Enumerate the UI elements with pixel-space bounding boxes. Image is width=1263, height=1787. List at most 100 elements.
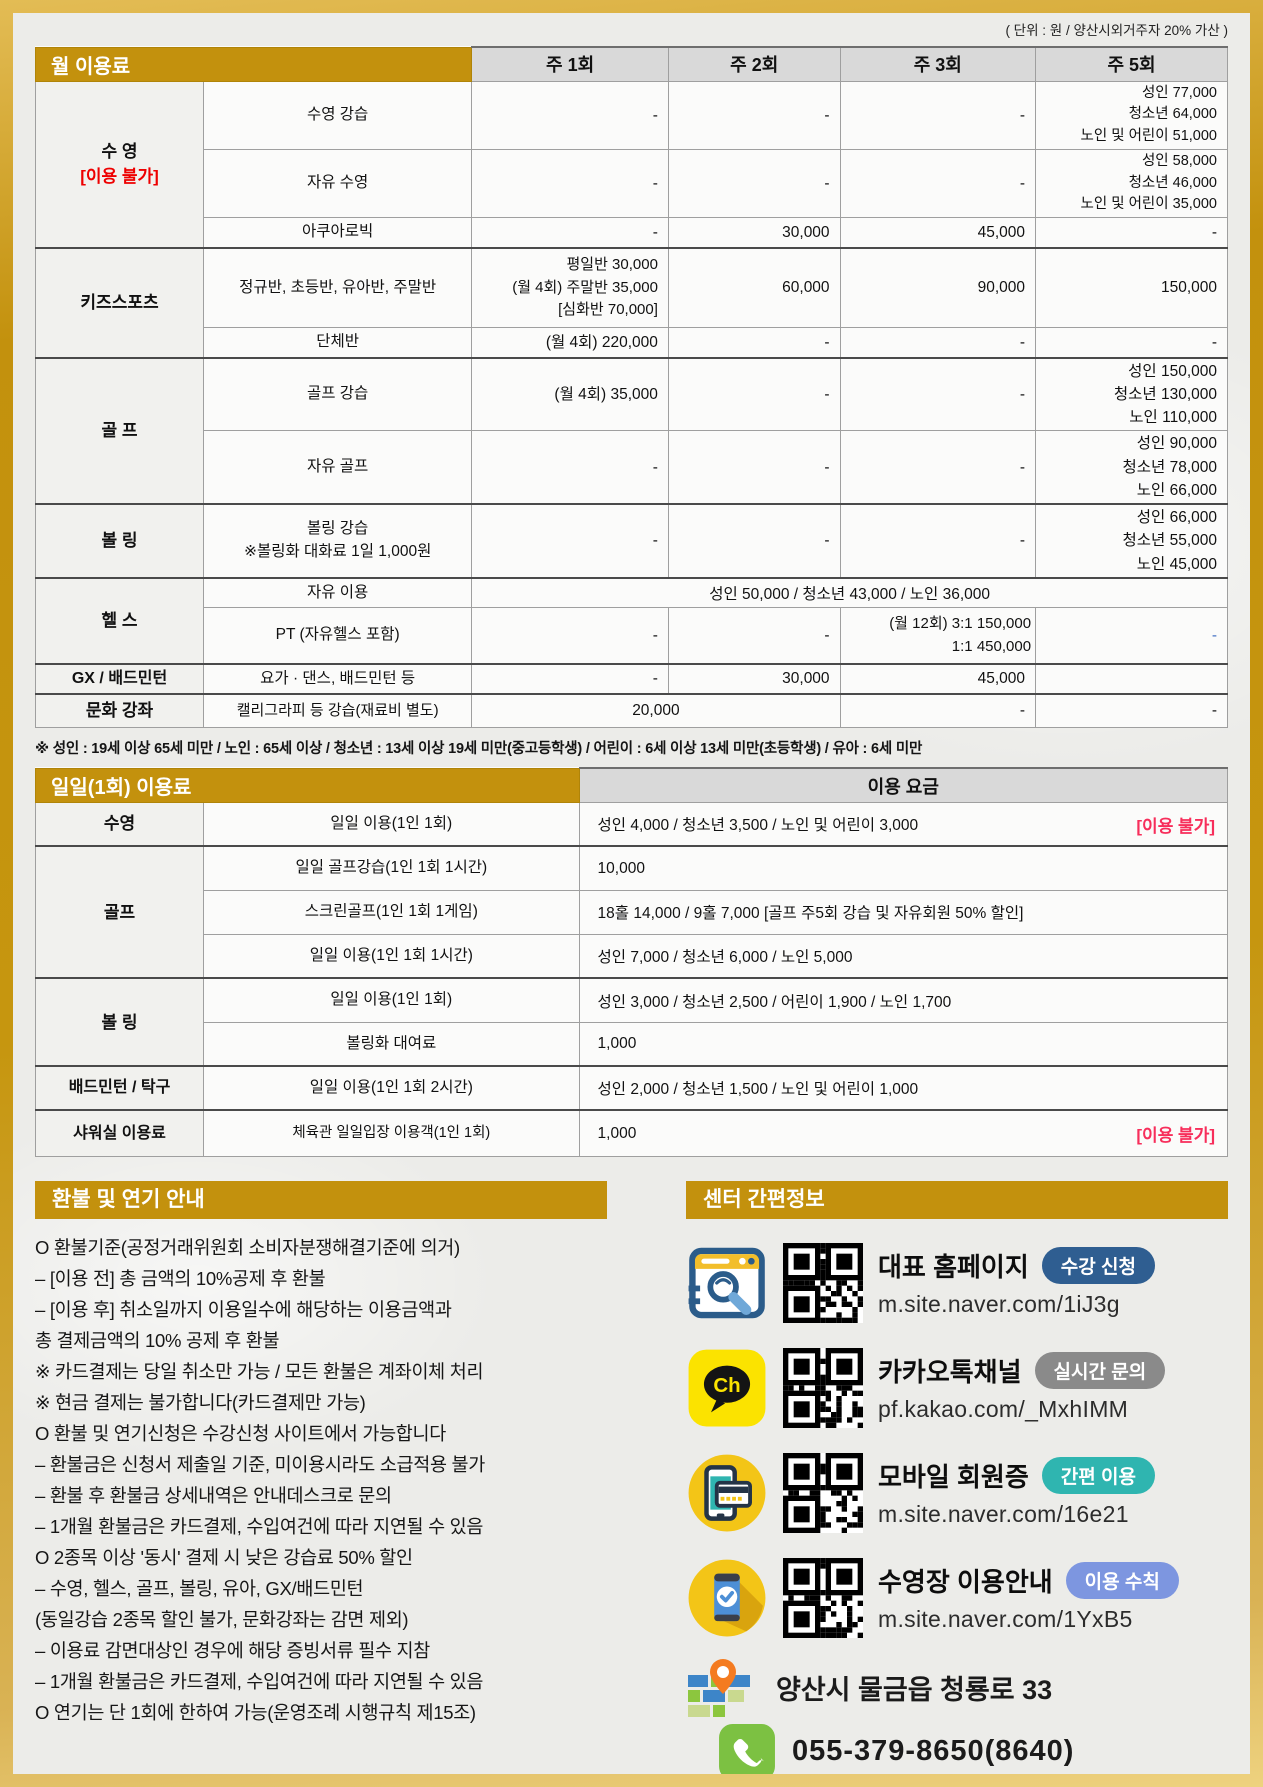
row-label: PT (자유헬스 포함) — [203, 607, 473, 665]
price-cell: 45,000 — [839, 217, 1037, 248]
price-cell: - — [471, 607, 669, 665]
info-name: 대표 홈페이지 — [878, 1252, 1029, 1283]
price-cell: 30,000 — [667, 662, 841, 695]
phone-row: 055-379-8650(8640) — [686, 1723, 1228, 1774]
table-row: PT (자유헬스 포함) - - (월 12회) 3:1 150,000 1:1… — [36, 607, 1228, 665]
daily-title: 일일(1회) 이용료 — [35, 767, 580, 803]
info-name: 카카오톡채널 — [878, 1357, 1022, 1388]
price-cell: 45,000 — [839, 662, 1037, 695]
info-name: 수영장 이용안내 — [878, 1567, 1053, 1598]
col-week3: 주 3회 — [839, 46, 1037, 82]
homepage-browser-icon — [686, 1242, 768, 1324]
address-text: 양산시 물금읍 청룡로 33 — [776, 1675, 1053, 1706]
price-cell: - — [471, 148, 669, 219]
row-label: 아쿠아로빅 — [203, 217, 473, 248]
row-label: 요가 · 댄스, 배드민턴 등 — [203, 662, 473, 695]
price-cell: (월 4회) 35,000 — [471, 356, 669, 432]
row-label: 일일 이용(1인 1회) — [203, 977, 580, 1023]
price-cell: - — [667, 80, 841, 150]
age-definition-footnote: ※ 성인 : 19세 이상 65세 미만 / 노인 : 65세 이상 / 청소년… — [35, 741, 923, 758]
row-label: 일일 골프강습(1인 1회 1시간) — [203, 845, 580, 891]
row-label: 수영 강습 — [203, 80, 473, 150]
address-row: 양산시 물금읍 청룡로 33 — [686, 1657, 1228, 1719]
col-fee: 이용 요금 — [578, 767, 1229, 803]
table-row: 아쿠아로빅 - 30,000 45,000 - — [36, 217, 1228, 248]
group-health: 헬 스 — [34, 576, 205, 665]
price-cell: - — [839, 327, 1037, 358]
info-text: 모바일 회원증 간편 이용 m.site.naver.com/16e21 — [878, 1457, 1155, 1528]
price-cell — [1035, 662, 1228, 695]
price-cell-merged: 20,000 — [471, 692, 841, 729]
row-label: 자유 골프 — [203, 430, 473, 505]
fee-cell: 1,000 [이용 불가] — [578, 1109, 1229, 1157]
monthly-fee-table: 월 이용료 주 1회 주 2회 주 3회 주 5회 수 영 [이용 불가] 수영 … — [34, 46, 1228, 729]
price-cell: 성인 150,000 청소년 130,000 노인 110,000 — [1035, 356, 1228, 432]
group-bowling: 볼 링 — [34, 503, 205, 579]
phone-call-icon — [718, 1723, 776, 1774]
row-label: 자유 이용 — [203, 576, 473, 609]
price-cell: 성인 77,000 청소년 64,000 노인 및 어린이 51,000 — [1035, 80, 1228, 150]
svg-text:Ch: Ch — [713, 1374, 740, 1397]
group-badminton: 배드민턴 / 탁구 — [34, 1065, 205, 1111]
daily-header-row: 일일(1회) 이용료 이용 요금 — [35, 767, 1229, 803]
table-row: 자유 골프 - - - 성인 90,000 청소년 78,000 노인 66,0… — [36, 430, 1228, 505]
info-item-membership: 모바일 회원증 간편 이용 m.site.naver.com/16e21 — [686, 1452, 1228, 1534]
row-label: 볼링화 대여료 — [203, 1021, 580, 1067]
price-cell: - — [667, 148, 841, 219]
qr-code-icon — [783, 1557, 863, 1638]
info-item-pool-guide: 수영장 이용안내 이용 수칙 m.site.naver.com/1YxB5 — [686, 1557, 1228, 1639]
info-item-homepage: 대표 홈페이지 수강 신청 m.site.naver.com/1iJ3g — [686, 1242, 1228, 1324]
info-name: 모바일 회원증 — [878, 1462, 1029, 1493]
price-cell: 60,000 — [667, 246, 841, 328]
kakao-channel-icon: Ch — [686, 1347, 768, 1429]
price-cell: (월 12회) 3:1 150,000 1:1 450,000 — [839, 607, 1037, 665]
group-culture: 문화 강좌 — [34, 692, 205, 729]
table-row: 문화 강좌 캘리그라피 등 강습(재료비 별도) 20,000 - - — [34, 692, 1228, 729]
table-row: 스크린골프(1인 1회 1게임) 18홀 14,000 / 9홀 7,000 [… — [36, 889, 1229, 935]
daily-fee-table: 일일(1회) 이용료 이용 요금 수영 일일 이용(1인 1회) 성인 4,00… — [34, 767, 1229, 1157]
price-cell-merged: 성인 50,000 / 청소년 43,000 / 노인 36,000 — [471, 576, 1228, 609]
group-golf: 골프 — [34, 845, 205, 979]
price-cell: - — [471, 80, 669, 150]
price-cell: - — [1035, 607, 1228, 665]
fee-value: 성인 4,000 / 청소년 3,500 / 노인 및 어린이 3,000 — [597, 817, 919, 834]
group-kids: 키즈스포츠 — [34, 246, 205, 358]
col-week5: 주 5회 — [1035, 46, 1228, 82]
price-cell: 성인 90,000 청소년 78,000 노인 66,000 — [1035, 430, 1228, 505]
phone-number-text: 055-379-8650(8640) — [792, 1735, 1075, 1768]
row-label: 일일 이용(1인 1회) — [203, 801, 580, 847]
price-cell: - — [471, 662, 669, 695]
info-badge: 이용 수칙 — [1065, 1562, 1179, 1600]
info-url: m.site.naver.com/16e21 — [878, 1501, 1129, 1528]
unavailable-tag: [이용 불가] — [1136, 1126, 1215, 1145]
group-shower: 샤워실 이용료 — [34, 1109, 205, 1157]
price-cell: - — [471, 217, 669, 248]
pool-guide-icon — [686, 1557, 768, 1639]
table-row: 일일 이용(1인 1회 1시간) 성인 7,000 / 청소년 6,000 / … — [36, 933, 1229, 979]
table-row: 볼링화 대여료 1,000 — [36, 1021, 1229, 1067]
refund-panel: 환불 및 연기 안내 O 환불기준(공정거래위원회 소비자분쟁해결기준에 의거)… — [35, 1180, 660, 1774]
table-row: 수영 일일 이용(1인 1회) 성인 4,000 / 청소년 3,500 / 노… — [34, 801, 1229, 847]
table-row: 수 영 [이용 불가] 수영 강습 - - - 성인 77,000 청소년 64,… — [34, 80, 1228, 248]
price-cell: - — [1035, 692, 1228, 729]
fee-cell: 18홀 14,000 / 9홀 7,000 [골프 주5회 강습 및 자유회원 … — [578, 889, 1229, 935]
col-week2: 주 2회 — [667, 46, 841, 82]
price-cell: - — [839, 356, 1037, 432]
col-week1: 주 1회 — [471, 46, 669, 82]
info-url: pf.kakao.com/_MxhIMM — [878, 1396, 1129, 1423]
table-row: 샤워실 이용료 체육관 일일입장 이용객(1인 1회) 1,000 [이용 불가… — [34, 1109, 1229, 1157]
info-item-kakao: Ch 카카오톡채널 실시간 문의 pf.kakao.com/_MxhIMM — [686, 1347, 1228, 1429]
price-cell: 150,000 — [1035, 246, 1228, 328]
table-row: 골프 일일 골프강습(1인 1회 1시간) 10,000 — [34, 845, 1229, 979]
price-cell: - — [839, 692, 1037, 729]
unavailable-tag: [이용 불가] — [1136, 816, 1215, 836]
price-cell: - — [667, 356, 841, 432]
row-label: 캘리그라피 등 강습(재료비 별도) — [203, 692, 473, 729]
poster-content: ( 단위 : 원 / 양산시외거주자 20% 가산 ) 월 이용료 주 1회 주… — [13, 13, 1250, 1774]
mobile-membership-icon — [686, 1452, 768, 1534]
table-row: 자유 수영 - - - 성인 58,000 청소년 46,000 노인 및 어린… — [36, 148, 1228, 219]
group-golf: 골 프 — [34, 356, 205, 505]
qr-code-icon — [783, 1347, 863, 1428]
info-text: 수영장 이용안내 이용 수칙 m.site.naver.com/1YxB5 — [878, 1562, 1179, 1633]
group-swim: 수영 — [34, 801, 205, 847]
